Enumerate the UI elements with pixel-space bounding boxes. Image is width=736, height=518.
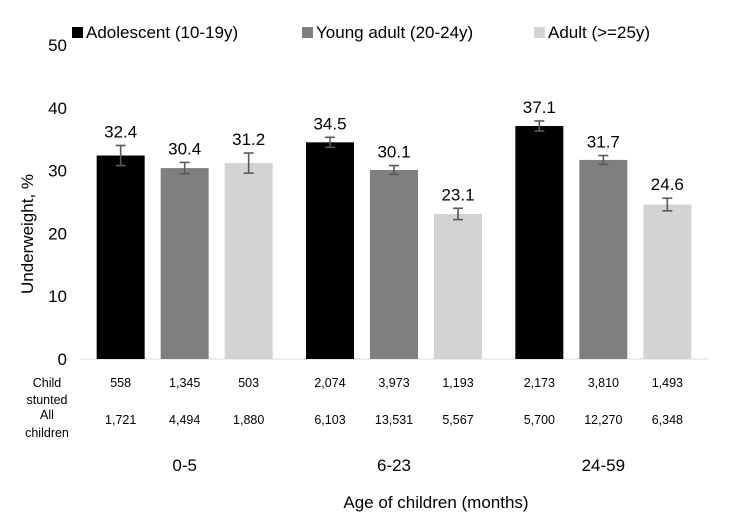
legend-swatch (302, 27, 313, 38)
data-label: 30.4 (168, 139, 201, 158)
bar (160, 168, 209, 359)
y-tick-label: 10 (48, 287, 67, 306)
error-bar (662, 197, 673, 212)
bar (643, 204, 692, 359)
bar (515, 126, 564, 360)
error-bar (243, 152, 254, 174)
bar (306, 142, 354, 359)
data-label: 31.7 (587, 133, 620, 152)
data-label: 34.5 (313, 114, 346, 133)
table-row-label: All (40, 408, 54, 422)
child-stunted-count: 558 (110, 376, 131, 390)
all-children-count: 12,270 (584, 413, 622, 427)
table-row-label: children (25, 426, 69, 440)
error-bar (534, 120, 545, 132)
error-bar (115, 144, 126, 167)
data-label: 37.1 (523, 98, 556, 117)
bar (96, 155, 145, 359)
error-bar (598, 154, 609, 166)
all-children-count: 4,494 (169, 413, 200, 427)
all-children-count: 6,103 (314, 413, 345, 427)
all-children-count: 1,880 (233, 413, 264, 427)
data-label: 30.1 (377, 143, 410, 162)
category-label: 6-23 (377, 456, 411, 475)
child-stunted-count: 2,173 (524, 376, 555, 390)
y-tick-label: 30 (48, 162, 67, 181)
data-label: 31.2 (232, 130, 265, 149)
all-children-count: 13,531 (375, 413, 413, 427)
y-tick-label: 20 (48, 224, 67, 243)
error-bar (453, 207, 463, 221)
bar (579, 159, 628, 359)
all-children-count: 5,567 (442, 413, 473, 427)
data-label: 23.1 (441, 185, 474, 204)
legend-label: Young adult (20-24y) (316, 23, 473, 42)
y-tick-label: 50 (48, 36, 67, 55)
data-label: 32.4 (104, 122, 137, 141)
bar (224, 163, 273, 359)
y-tick-label: 40 (48, 99, 67, 118)
legend-label: Adolescent (10-19y) (86, 23, 238, 42)
bar (434, 213, 482, 359)
bar (370, 169, 418, 359)
legend-label: Adult (>=25y) (548, 23, 650, 42)
legend-entry: Adolescent (10-19y) (72, 23, 238, 42)
x-axis-title: Age of children (months) (343, 493, 528, 512)
y-axis-title: Underweight, % (18, 174, 37, 294)
legend: Adolescent (10-19y) Young adult (20-24y) A… (72, 23, 650, 42)
all-children-count: 5,700 (524, 413, 555, 427)
all-children-count: 1,721 (105, 413, 136, 427)
error-bar (389, 164, 399, 176)
legend-swatch (72, 27, 83, 38)
category-label: 24-59 (582, 456, 625, 475)
all-children-count: 6,348 (652, 413, 683, 427)
child-stunted-count: 1,345 (169, 376, 200, 390)
child-stunted-count: 2,074 (314, 376, 345, 390)
child-stunted-count: 1,493 (652, 376, 683, 390)
table-row-label: Child (33, 376, 62, 390)
data-label: 24.6 (651, 175, 684, 194)
child-stunted-count: 1,193 (442, 376, 473, 390)
bars: 32.4 34.5 37.1 30.4 30.1 31.7 31.2 23.1 24.6 (80, 98, 708, 360)
legend-swatch (534, 27, 545, 38)
y-tick-label: 0 (58, 350, 67, 369)
child-stunted-count: 3,810 (588, 376, 619, 390)
legend-entry: Adult (>=25y) (534, 23, 650, 42)
child-stunted-count: 3,973 (378, 376, 409, 390)
x-axis-groups: 0-5 6-23 24-59 (172, 456, 625, 475)
legend-entry: Young adult (20-24y) (302, 23, 473, 42)
category-label: 0-5 (172, 456, 197, 475)
error-bar (179, 161, 190, 175)
error-bar (325, 136, 335, 149)
child-stunted-count: 503 (238, 376, 259, 390)
y-axis: 0 10 20 30 40 50 (48, 36, 67, 369)
table-row-label: stunted (26, 393, 67, 407)
